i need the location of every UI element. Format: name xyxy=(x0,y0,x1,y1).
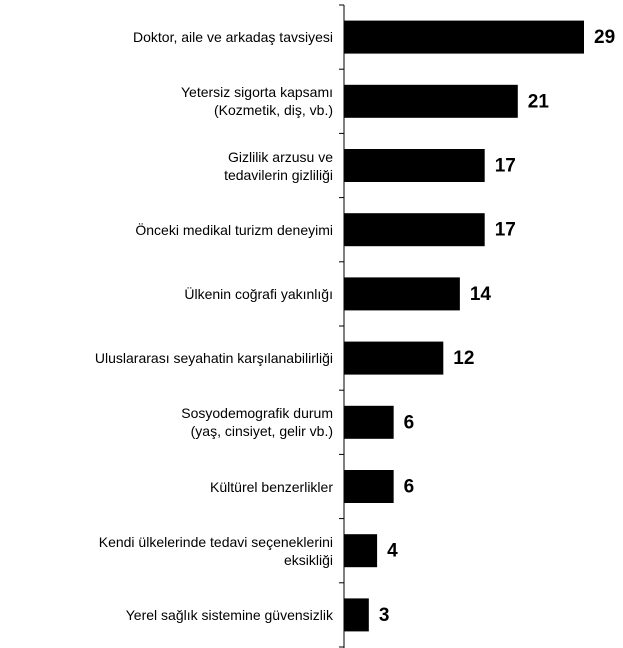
category-label: Kültürel benzerlikler xyxy=(210,478,333,495)
value-label: 3 xyxy=(379,605,390,626)
bar xyxy=(344,20,584,54)
bar xyxy=(344,598,369,632)
category-label: Yetersiz sigorta kapsamı (Kozmetik, diş,… xyxy=(181,84,333,119)
bar xyxy=(344,149,485,182)
bar xyxy=(344,213,485,247)
category-label: Ülkenin coğrafi yakınlığı xyxy=(184,285,333,302)
bar xyxy=(344,341,444,375)
value-label: 12 xyxy=(453,348,474,369)
category-label: Uluslararası seyahatin karşılanabilirliğ… xyxy=(94,350,333,367)
category-label: Sosyodemografik durum (yaş, cinsiyet, ge… xyxy=(181,405,333,440)
category-label: Kendi ülkelerinde tedavi seçeneklerini e… xyxy=(98,533,333,568)
bar xyxy=(344,470,394,503)
value-label: 21 xyxy=(528,91,550,112)
value-label: 6 xyxy=(404,412,415,433)
bar xyxy=(344,277,460,311)
value-label: 14 xyxy=(470,284,492,305)
category-label: Önceki medikal turizm deneyimi xyxy=(135,221,333,238)
category-label: Yerel sağlık sistemine güvensizlik xyxy=(125,606,333,623)
value-label: 17 xyxy=(495,156,516,177)
value-label: 29 xyxy=(594,27,615,48)
category-label: Gizlilik arzusu ve tedavilerin gizliliği xyxy=(224,148,333,183)
value-label: 4 xyxy=(387,541,398,562)
value-label: 17 xyxy=(495,220,516,241)
bar xyxy=(344,84,518,118)
bar xyxy=(344,534,378,568)
value-label: 6 xyxy=(404,477,415,498)
category-label: Doktor, aile ve arkadaş tavsiyesi xyxy=(133,29,333,46)
bar xyxy=(344,405,394,439)
